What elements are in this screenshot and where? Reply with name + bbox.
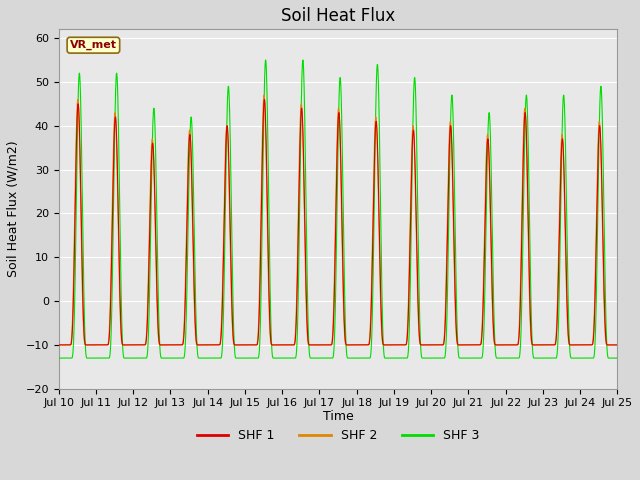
SHF 2 [479,300,487,305]
SHF 3 [583,355,591,361]
SHF 3 [244,355,252,361]
Line: SHF 3: SHF 3 [59,60,618,358]
Y-axis label: Soil Heat Flux (W/m2): Soil Heat Flux (W/m2) [7,141,20,277]
SHF 2 [244,342,252,348]
SHF 1 [590,327,598,333]
SHF 1 [319,342,327,348]
SHF 3 [262,57,269,63]
SHF 2 [55,342,63,348]
SHF 1 [463,342,471,348]
SHF 1 [614,342,621,348]
SHF 2 [319,342,327,348]
SHF 3 [614,355,621,361]
Title: Soil Heat Flux: Soil Heat Flux [281,7,396,25]
Line: SHF 1: SHF 1 [59,99,618,345]
SHF 3 [590,354,598,360]
SHF 2 [614,342,621,348]
X-axis label: Time: Time [323,410,353,423]
Text: VR_met: VR_met [70,40,117,50]
SHF 2 [583,342,591,348]
SHF 3 [479,348,487,354]
SHF 1 [244,342,252,348]
SHF 2 [260,92,268,98]
SHF 1 [55,342,63,348]
SHF 3 [319,355,327,361]
SHF 2 [463,342,471,348]
Legend: SHF 1, SHF 2, SHF 3: SHF 1, SHF 2, SHF 3 [191,424,484,447]
SHF 3 [55,355,63,361]
SHF 1 [479,311,487,316]
SHF 1 [260,96,268,102]
SHF 1 [583,342,591,348]
SHF 2 [590,319,598,325]
Line: SHF 2: SHF 2 [59,95,618,345]
SHF 3 [463,355,471,361]
